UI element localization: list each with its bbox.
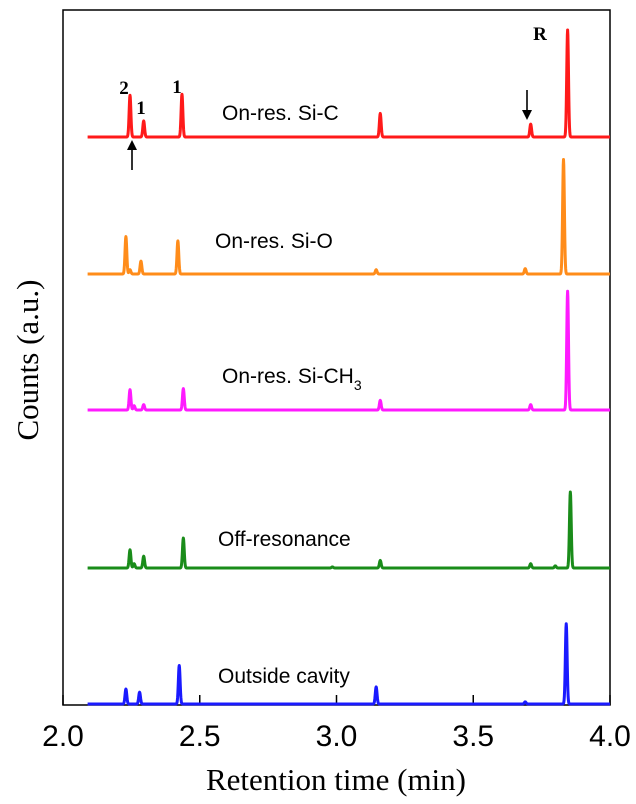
series-label-text: On-res. Si-C: [222, 102, 339, 125]
series-label-text: Off-resonance: [218, 528, 351, 551]
series-line-3: [86, 490, 612, 570]
series-line-0: [86, 28, 612, 139]
series-label-2: On-res. Si-CH3: [222, 365, 362, 393]
series-label-0: On-res. Si-C: [222, 102, 339, 125]
x-tick-label: 3.5: [452, 720, 494, 753]
arrow-up-icon: [127, 140, 137, 170]
y-axis-title: Counts (a.u.): [10, 279, 45, 440]
series-label-1: On-res. Si-O: [215, 230, 333, 253]
x-tick-label: 2.5: [179, 720, 221, 753]
series-label-3: Off-resonance: [218, 528, 351, 551]
series-label-4: Outside cavity: [218, 665, 350, 688]
peak-label: 2: [119, 78, 129, 99]
trace-labels: On-res. Si-C On-res. Si-O On-res. Si-CH3 Of…: [215, 102, 362, 688]
peak-label: 1: [136, 98, 146, 119]
x-tick-label: 4.0: [589, 720, 631, 753]
x-axis-title: Retention time (min): [206, 762, 466, 797]
series-line-1: [86, 158, 612, 276]
arrow-down-icon: [522, 90, 532, 120]
x-tick-label: 3.0: [316, 720, 358, 753]
peak-label: 1: [172, 77, 182, 98]
series-line-2: [86, 289, 612, 412]
series-label-text: On-res. Si-CH: [222, 365, 354, 388]
x-tick-label: 2.0: [42, 720, 84, 753]
series-label-text: On-res. Si-O: [215, 230, 333, 253]
series-label-text: Outside cavity: [218, 665, 350, 688]
peak-label: R: [533, 24, 547, 45]
x-axis-ticks: 2.0 2.5 3.0 3.5 4.0: [42, 695, 631, 753]
series-label-subscript: 3: [354, 377, 362, 393]
traces: [86, 28, 612, 706]
series-line-4: [86, 622, 612, 706]
